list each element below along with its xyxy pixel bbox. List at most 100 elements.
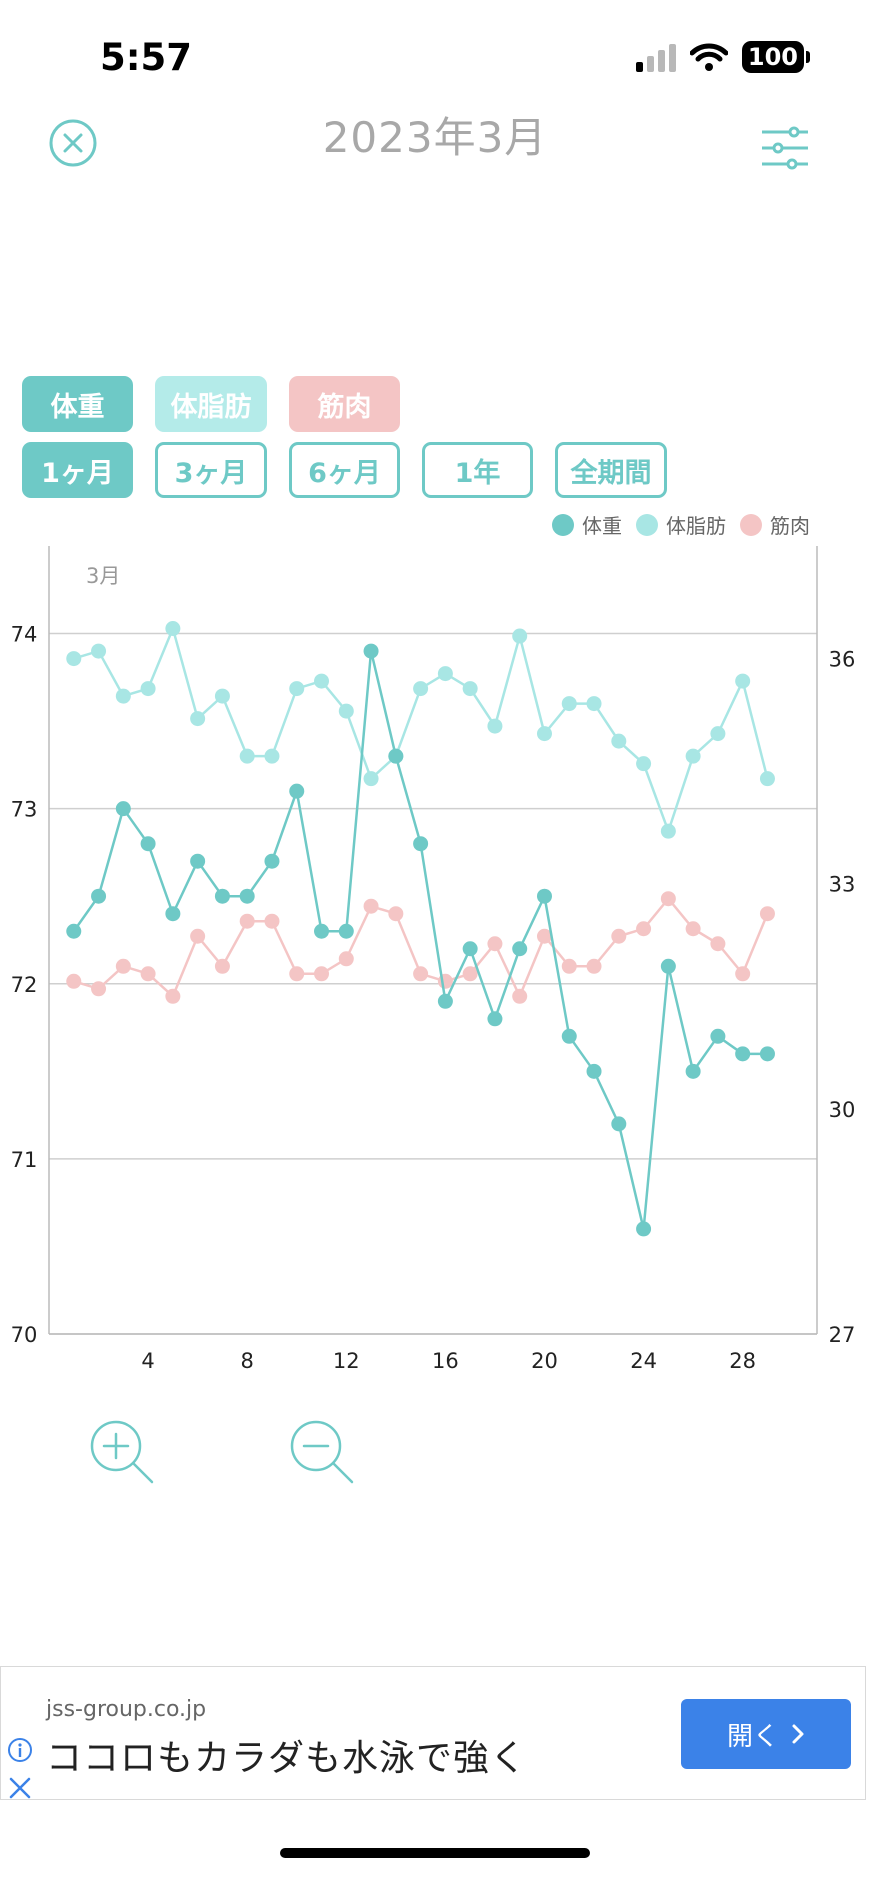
tab-1-year[interactable]: 1年 (422, 442, 533, 498)
data-point-body-fat (759, 771, 775, 787)
data-point-muscle (759, 906, 775, 922)
data-point-weight (314, 923, 330, 939)
tab-muscle[interactable]: 筋肉 (289, 376, 400, 432)
data-point-weight (462, 941, 478, 957)
data-point-body-fat (462, 681, 478, 697)
status-time: 5:57 (100, 36, 193, 79)
data-point-body-fat (611, 733, 627, 749)
data-point-muscle (66, 973, 82, 989)
info-icon[interactable] (7, 1737, 33, 1763)
y-left-tick-label: 74 (11, 623, 38, 647)
data-point-body-fat (190, 711, 206, 727)
data-point-muscle (561, 958, 577, 974)
close-button[interactable] (48, 118, 98, 168)
data-point-muscle (611, 928, 627, 944)
tab-body-fat[interactable]: 体脂肪 (155, 376, 267, 432)
ad-open-button[interactable]: 開く (681, 1699, 851, 1769)
settings-button[interactable] (760, 126, 810, 170)
data-point-muscle (165, 988, 181, 1004)
y-left-tick-label: 73 (11, 798, 38, 822)
data-point-weight (289, 783, 305, 799)
battery-icon: 100 (741, 41, 810, 73)
tab-1-month[interactable]: 1ヶ月 (22, 442, 133, 498)
data-point-weight (413, 836, 429, 852)
ad-banner[interactable]: jss-group.co.jp ココロもカラダも水泳で強く 開く (0, 1666, 866, 1800)
home-indicator (280, 1848, 590, 1858)
y-right-tick-label: 30 (829, 1098, 856, 1122)
data-point-body-fat (140, 681, 156, 697)
data-point-muscle (190, 928, 206, 944)
data-point-weight (759, 1046, 775, 1062)
data-point-muscle (289, 966, 305, 982)
ad-open-label: 開く (726, 1721, 779, 1752)
data-point-body-fat (685, 748, 701, 764)
data-point-muscle (437, 973, 453, 989)
data-point-body-fat (636, 756, 652, 772)
data-point-muscle (710, 936, 726, 952)
series-line-weight (72, 650, 768, 1230)
data-point-weight (561, 1028, 577, 1044)
cellular-signal-icon (635, 42, 676, 72)
data-point-body-fat (363, 771, 379, 787)
x-tick-label: 28 (729, 1349, 756, 1373)
tab-6-months[interactable]: 6ヶ月 (289, 442, 400, 498)
ad-domain: jss-group.co.jp (46, 1697, 207, 1722)
zoom-in-button[interactable] (88, 1418, 158, 1488)
close-icon[interactable] (7, 1775, 33, 1801)
tab-all-period[interactable]: 全期間 (555, 442, 667, 498)
legend-item-weight: 体重 (552, 510, 622, 539)
data-point-muscle (338, 951, 354, 967)
tab-3-months[interactable]: 3ヶ月 (155, 442, 267, 498)
data-point-weight (660, 958, 676, 974)
x-tick-label: 16 (432, 1349, 459, 1373)
data-point-weight (66, 923, 82, 939)
legend-item-body-fat: 体脂肪 (636, 510, 726, 539)
data-point-muscle (239, 913, 255, 929)
data-point-body-fat (512, 628, 528, 644)
chevron-right-icon (792, 1724, 804, 1744)
zoom-out-button[interactable] (288, 1418, 358, 1488)
data-point-muscle (363, 898, 379, 914)
data-point-body-fat (561, 696, 577, 712)
data-point-body-fat (314, 673, 330, 689)
zoom-out-icon (290, 1420, 354, 1484)
series-line-body-fat (73, 624, 769, 835)
data-point-body-fat (586, 696, 602, 712)
data-point-muscle (636, 921, 652, 937)
data-point-body-fat (239, 748, 255, 764)
y-right-tick-label: 27 (829, 1323, 856, 1347)
legend-item-muscle: 筋肉 (740, 510, 810, 539)
data-point-muscle (536, 928, 552, 944)
ad-headline[interactable]: ココロもカラダも水泳で強く (46, 1738, 528, 1779)
data-point-body-fat (413, 681, 429, 697)
data-point-muscle (91, 981, 107, 997)
data-point-muscle (413, 966, 429, 982)
data-point-muscle (264, 913, 280, 929)
data-point-weight (536, 888, 552, 904)
zoom-in-icon (90, 1420, 154, 1484)
data-point-body-fat (264, 748, 280, 764)
legend-dot (552, 513, 574, 536)
tab-weight[interactable]: 体重 (22, 376, 133, 432)
x-tick-label: 8 (241, 1349, 254, 1373)
data-point-weight (437, 993, 453, 1009)
weight-chart[interactable]: 707172737427303336394812162024283月 (0, 540, 870, 1380)
data-point-body-fat (536, 726, 552, 742)
data-point-body-fat (710, 726, 726, 742)
month-label: 3月 (86, 564, 120, 588)
data-point-muscle (314, 966, 330, 982)
data-point-muscle (586, 958, 602, 974)
data-point-body-fat (338, 703, 354, 719)
data-point-weight (140, 836, 156, 852)
data-point-body-fat (66, 651, 82, 667)
data-point-body-fat (289, 681, 305, 697)
data-point-weight (586, 1063, 602, 1079)
data-point-body-fat (487, 718, 503, 734)
legend-dot (636, 513, 658, 536)
legend-label: 体脂肪 (666, 514, 726, 538)
data-point-muscle (487, 936, 503, 952)
x-tick-label: 12 (333, 1349, 360, 1373)
data-point-body-fat (165, 621, 181, 637)
data-point-body-fat (660, 823, 676, 839)
sliders-icon (762, 126, 808, 170)
